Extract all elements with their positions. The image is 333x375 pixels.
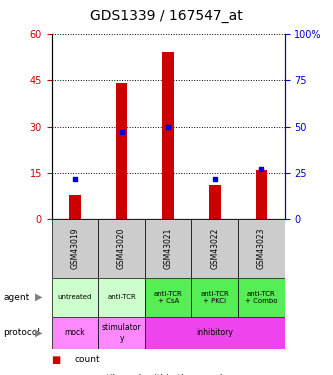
Text: mock: mock: [65, 328, 85, 338]
Bar: [256, 170, 267, 219]
Bar: [116, 83, 127, 219]
Bar: [145, 317, 285, 349]
Bar: [191, 278, 238, 317]
Text: anti-TCR
+ Combo: anti-TCR + Combo: [245, 291, 278, 304]
Bar: [69, 195, 81, 219]
Point: [72, 176, 78, 181]
Text: inhibitory: inhibitory: [196, 328, 233, 338]
Point: [259, 166, 264, 172]
Text: GSM43023: GSM43023: [257, 228, 266, 269]
Text: anti-TCR
+ CsA: anti-TCR + CsA: [154, 291, 182, 304]
Bar: [145, 278, 191, 317]
Text: ■: ■: [52, 374, 61, 375]
Text: ▶: ▶: [35, 328, 42, 338]
Text: GSM43019: GSM43019: [70, 228, 80, 269]
Bar: [52, 278, 98, 317]
Bar: [238, 278, 285, 317]
Text: untreated: untreated: [58, 294, 92, 300]
Bar: [145, 219, 191, 278]
Text: GSM43020: GSM43020: [117, 228, 126, 269]
Text: GSM43021: GSM43021: [164, 228, 173, 269]
Point: [166, 124, 171, 130]
Point: [119, 129, 124, 135]
Text: percentile rank within the sample: percentile rank within the sample: [75, 374, 228, 375]
Bar: [98, 317, 145, 349]
Bar: [98, 278, 145, 317]
Text: protocol: protocol: [3, 328, 40, 338]
Text: ■: ■: [52, 355, 61, 365]
Point: [212, 176, 217, 181]
Bar: [209, 185, 220, 219]
Text: ▶: ▶: [35, 292, 42, 302]
Text: anti-TCR
+ PKCi: anti-TCR + PKCi: [200, 291, 229, 304]
Text: GDS1339 / 167547_at: GDS1339 / 167547_at: [90, 9, 243, 23]
Bar: [162, 53, 174, 219]
Text: GSM43022: GSM43022: [210, 228, 219, 269]
Text: count: count: [75, 356, 101, 364]
Bar: [52, 219, 98, 278]
Bar: [191, 219, 238, 278]
Text: anti-TCR: anti-TCR: [107, 294, 136, 300]
Bar: [238, 219, 285, 278]
Text: stimulator
y: stimulator y: [102, 323, 141, 342]
Text: agent: agent: [3, 292, 30, 302]
Bar: [52, 317, 98, 349]
Bar: [98, 219, 145, 278]
